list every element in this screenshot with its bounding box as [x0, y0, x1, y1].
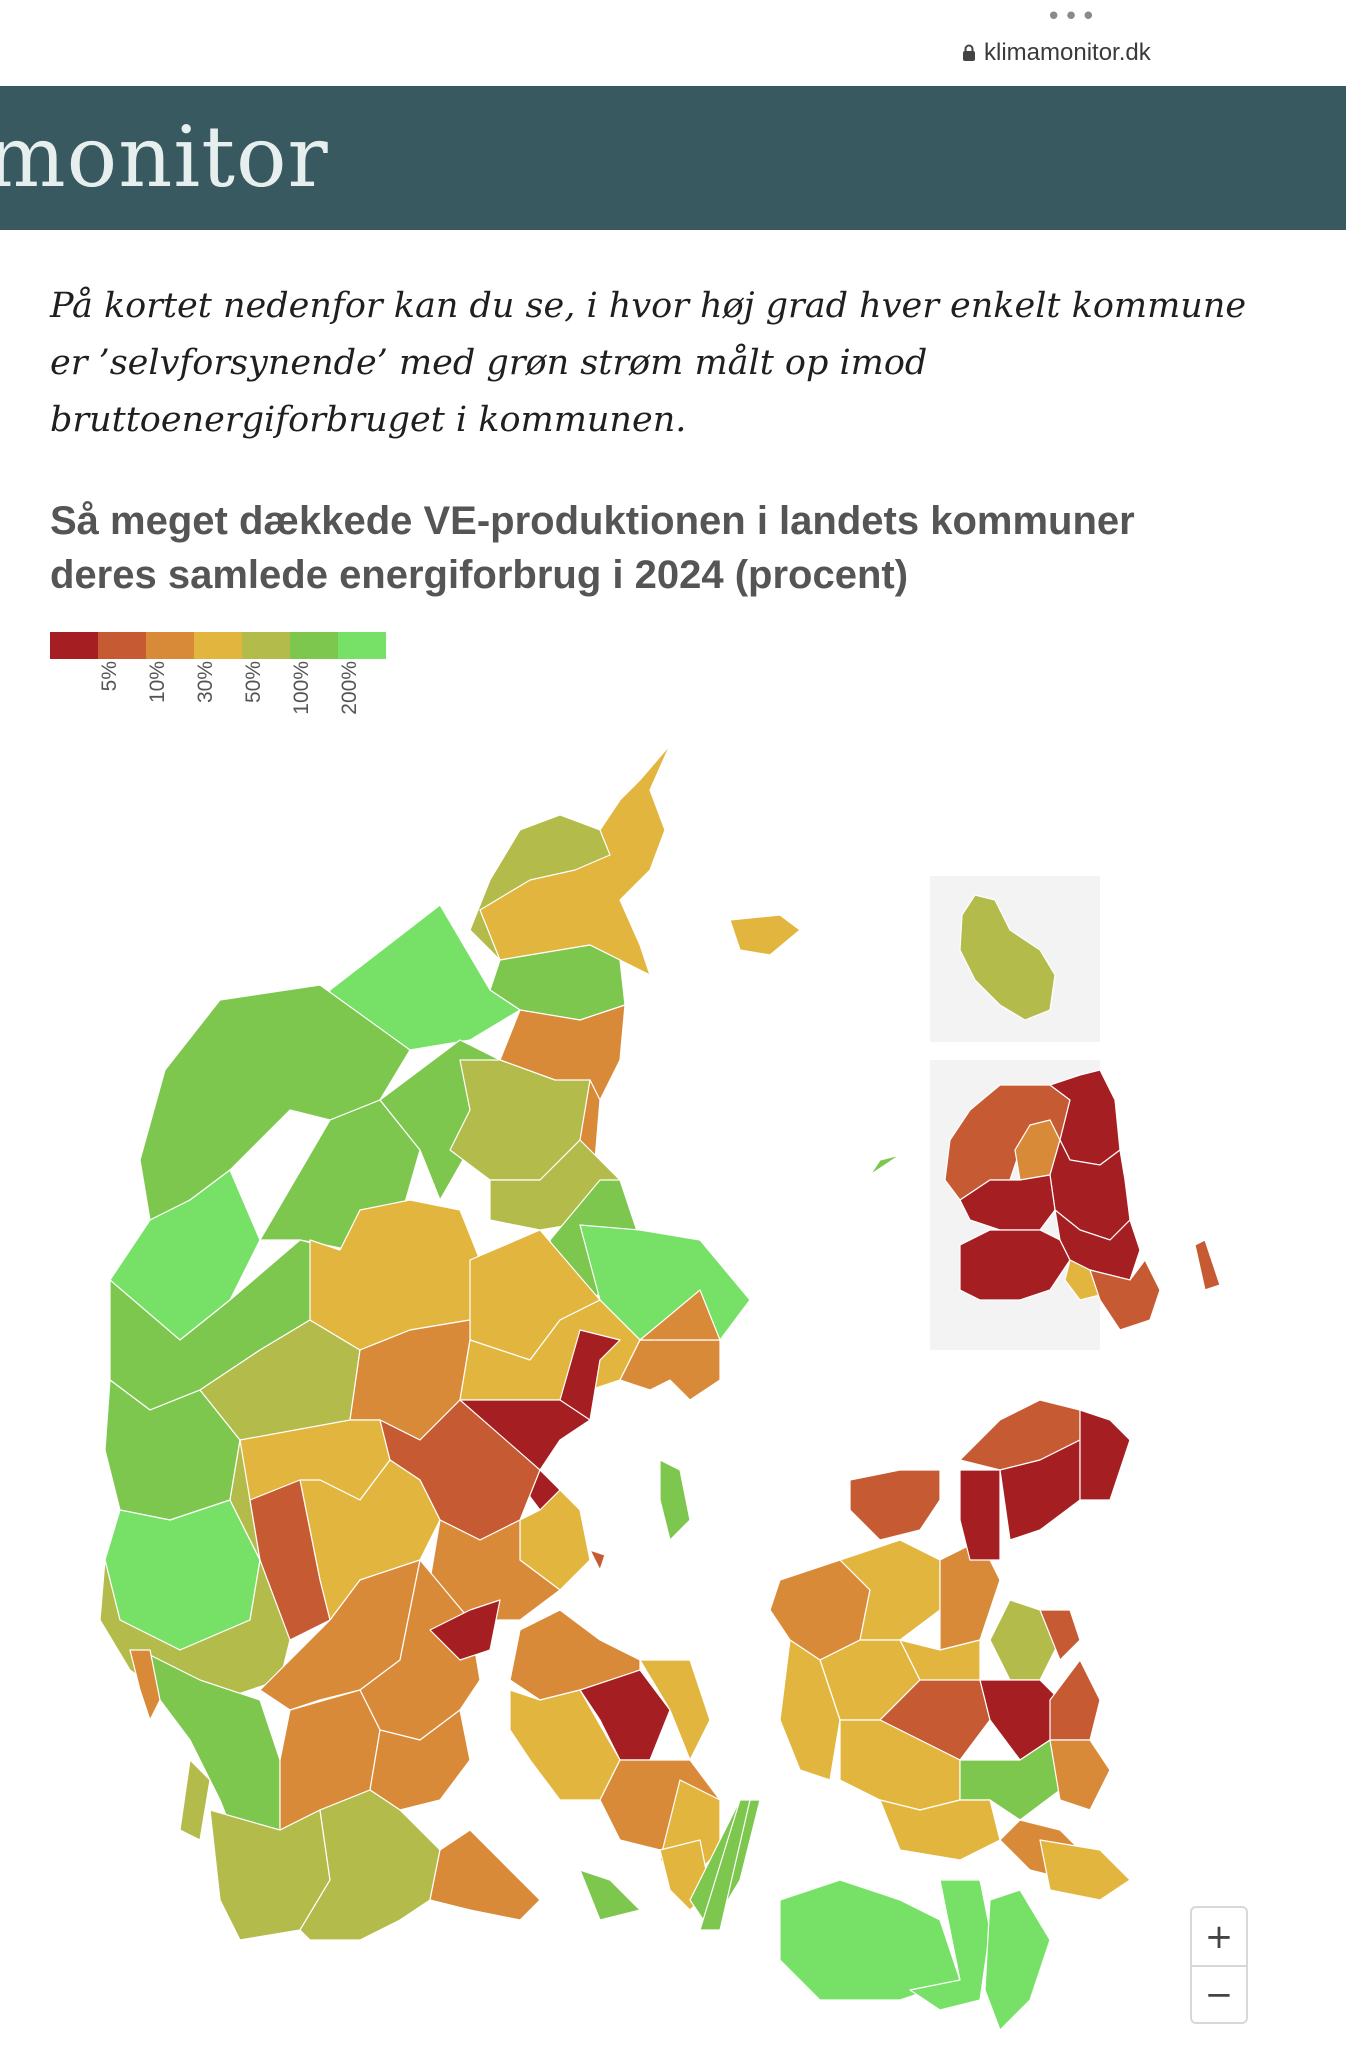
chart-title-line-2: deres samlede energiforbrug i 2024 (proc… [50, 553, 909, 597]
municipality-region [429, 1599, 501, 1661]
address-bar[interactable]: klimamonitor.dk [962, 38, 1151, 68]
municipality-region [639, 1289, 721, 1341]
municipality-region [589, 1549, 606, 1571]
legend-swatch [290, 632, 338, 659]
site-header: monitor [0, 86, 1346, 230]
municipality-region [1039, 1839, 1131, 1901]
municipality-region [779, 1639, 841, 1781]
municipality-region [839, 1539, 941, 1641]
municipality-region [849, 1469, 941, 1541]
zoom-out-button[interactable]: − [1192, 1965, 1246, 2022]
legend-swatch [146, 632, 194, 659]
municipality-region [659, 1459, 691, 1541]
legend-swatch [194, 632, 242, 659]
municipality-region [579, 1869, 641, 1921]
municipality-region [909, 1879, 991, 2011]
legend-swatches [50, 632, 386, 659]
legend-swatch [50, 632, 98, 659]
legend-swatch [338, 632, 386, 659]
municipality-region [369, 1709, 471, 1811]
chart-title: Så meget dækkede VE-produktionen i lande… [50, 494, 1310, 602]
legend-swatch [242, 632, 290, 659]
municipality-region [129, 1649, 161, 1721]
municipality-region [299, 1789, 441, 1941]
municipality-region [959, 1229, 1071, 1301]
color-legend: 5% 10% 30% 50% 100% 200% [50, 632, 386, 729]
legend-swatch [98, 632, 146, 659]
municipality-region [619, 1339, 721, 1401]
legend-ticks: 5% 10% 30% 50% 100% 200% [50, 659, 386, 729]
municipality-region [779, 1879, 961, 2001]
browser-bar: ••• klimamonitor.dk [0, 0, 1346, 86]
municipality-region [879, 1799, 1001, 1861]
denmark-choropleth-map[interactable] [0, 720, 1346, 2047]
map-zoom-controls: + − [1190, 1906, 1248, 2024]
chart-title-line-1: Så meget dækkede VE-produktionen i lande… [50, 499, 1135, 543]
municipality-region [1049, 1739, 1111, 1811]
municipality-region [869, 1154, 901, 1176]
municipality-region [1089, 1258, 1161, 1331]
municipality-region [639, 1659, 711, 1761]
municipality-region [729, 914, 801, 956]
municipality-region [1194, 1239, 1221, 1291]
municipality-region [1064, 1259, 1101, 1301]
lock-icon [963, 44, 975, 61]
intro-paragraph: På kortet nedenfor kan du se, i hvor høj… [50, 286, 1247, 440]
municipality-region [959, 1469, 1001, 1561]
municipality-region [1049, 1659, 1101, 1741]
zoom-in-button[interactable]: + [1204, 1916, 1234, 1957]
more-dots-icon[interactable]: ••• [1046, 2, 1099, 32]
municipality-region [1079, 1409, 1131, 1501]
municipality-region [429, 1829, 541, 1921]
url-text: klimamonitor.dk [984, 39, 1151, 66]
municipality-region [984, 1889, 1051, 2031]
municipality-bornholm [959, 894, 1056, 1021]
municipality-region [179, 1759, 211, 1841]
municipality-region [1039, 1609, 1081, 1661]
municipality-region [699, 1799, 751, 1931]
site-logo[interactable]: monitor [0, 108, 329, 206]
